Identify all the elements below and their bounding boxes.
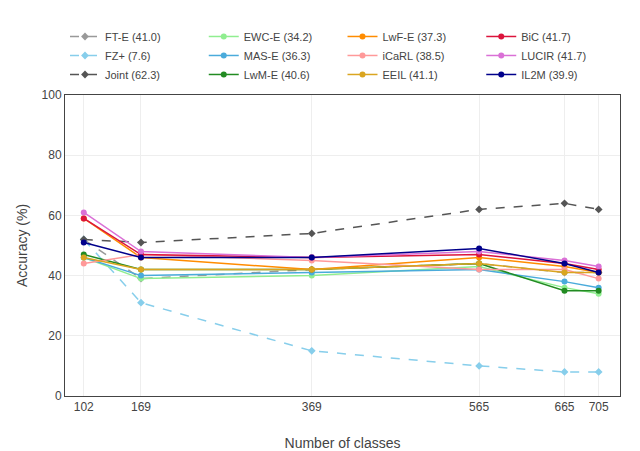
svg-text:IL2M (39.9): IL2M (39.9) bbox=[521, 69, 577, 81]
svg-text:80: 80 bbox=[48, 148, 62, 162]
svg-text:705: 705 bbox=[589, 400, 609, 414]
svg-text:665: 665 bbox=[554, 400, 574, 414]
svg-text:102: 102 bbox=[74, 400, 94, 414]
svg-text:169: 169 bbox=[131, 400, 151, 414]
svg-text:BiC (41.7): BiC (41.7) bbox=[521, 31, 571, 43]
svg-text:LwF-E (37.3): LwF-E (37.3) bbox=[383, 31, 447, 43]
svg-text:iCaRL (38.5): iCaRL (38.5) bbox=[383, 50, 445, 62]
svg-text:20: 20 bbox=[48, 329, 62, 343]
svg-text:0: 0 bbox=[55, 389, 62, 403]
svg-text:MAS-E (36.3): MAS-E (36.3) bbox=[244, 50, 311, 62]
svg-text:EEIL (41.1): EEIL (41.1) bbox=[383, 69, 438, 81]
svg-text:LUCIR (41.7): LUCIR (41.7) bbox=[521, 50, 586, 62]
svg-text:Number of classes: Number of classes bbox=[285, 435, 401, 451]
svg-text:369: 369 bbox=[302, 400, 322, 414]
svg-text:LwM-E (40.6): LwM-E (40.6) bbox=[244, 69, 310, 81]
svg-text:EWC-E (34.2): EWC-E (34.2) bbox=[244, 31, 312, 43]
svg-text:60: 60 bbox=[48, 209, 62, 223]
svg-text:Accuracy (%): Accuracy (%) bbox=[14, 204, 30, 287]
svg-text:565: 565 bbox=[469, 400, 489, 414]
svg-text:100: 100 bbox=[42, 88, 62, 102]
svg-text:FT-E (41.0): FT-E (41.0) bbox=[105, 31, 161, 43]
svg-text:40: 40 bbox=[48, 269, 62, 283]
svg-text:FZ+ (7.6): FZ+ (7.6) bbox=[105, 50, 151, 62]
svg-text:Joint (62.3): Joint (62.3) bbox=[105, 69, 160, 81]
